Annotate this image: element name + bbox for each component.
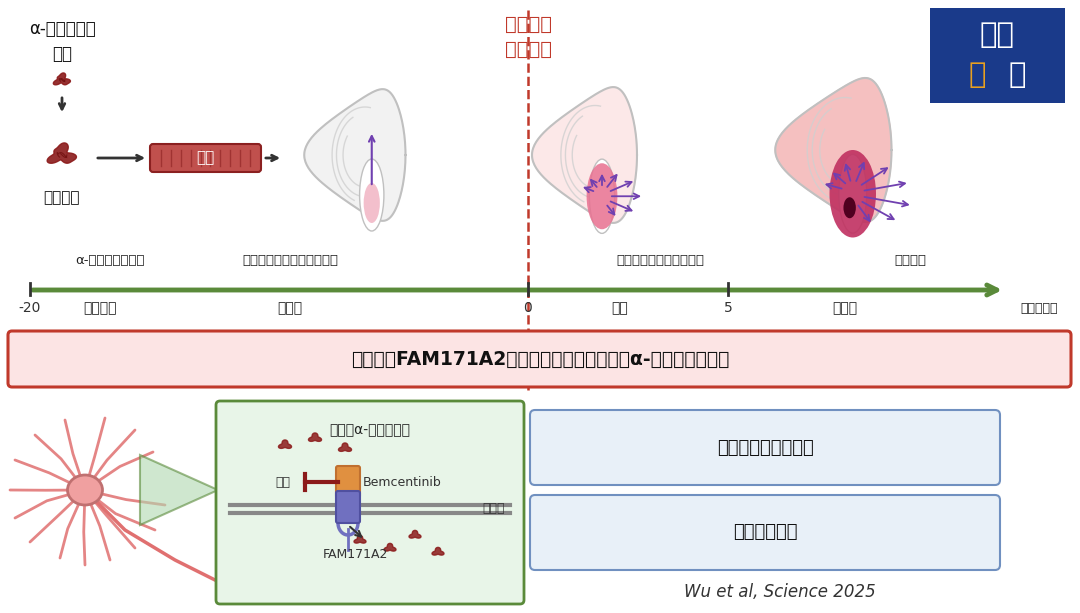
Text: 病理性α-突触核蛋白: 病理性α-突触核蛋白 — [329, 423, 410, 437]
Bar — [930, 8, 1065, 103]
Text: α-突触核蛋白
单体: α-突触核蛋白 单体 — [29, 20, 95, 63]
Polygon shape — [338, 443, 351, 451]
FancyBboxPatch shape — [530, 410, 1000, 485]
Polygon shape — [432, 547, 444, 555]
Polygon shape — [279, 440, 292, 448]
Text: 安装脑起摸器: 安装脑起摸器 — [732, 524, 797, 541]
Text: 开发靶向FAM171A2药物，抑制疾病全周期中α-突触核蛋白传播: 开发靶向FAM171A2药物，抑制疾病全周期中α-突触核蛋白传播 — [351, 349, 729, 368]
Polygon shape — [532, 87, 637, 223]
Polygon shape — [354, 535, 366, 543]
Text: α-突触核蛋白聚集: α-突触核蛋白聚集 — [75, 254, 145, 267]
Text: 错误折叠: 错误折叠 — [44, 191, 80, 205]
Text: 纤维: 纤维 — [195, 151, 214, 166]
Ellipse shape — [843, 197, 855, 218]
FancyBboxPatch shape — [150, 144, 261, 172]
Text: 抑制: 抑制 — [275, 476, 291, 489]
Text: 临床前期: 临床前期 — [83, 301, 117, 315]
Text: -20: -20 — [18, 301, 41, 315]
Text: 帕金森病
临床确评: 帕金森病 临床确评 — [504, 15, 552, 59]
Polygon shape — [384, 543, 396, 551]
Text: 新: 新 — [969, 61, 986, 89]
Text: 运动迟缓、震颧和肌强直: 运动迟缓、震颧和肌强直 — [616, 254, 704, 267]
Ellipse shape — [360, 159, 383, 231]
FancyBboxPatch shape — [336, 491, 360, 523]
FancyBboxPatch shape — [8, 331, 1071, 387]
Text: 0: 0 — [524, 301, 532, 315]
Ellipse shape — [829, 150, 876, 237]
Ellipse shape — [590, 159, 615, 234]
Text: 前驱期: 前驱期 — [278, 301, 302, 315]
Polygon shape — [48, 143, 77, 163]
Polygon shape — [140, 455, 218, 525]
Ellipse shape — [586, 163, 618, 229]
Polygon shape — [775, 78, 891, 222]
Ellipse shape — [839, 154, 867, 233]
Text: 嗅觉减退、便秘和睡眠障碍: 嗅觉减退、便秘和睡眠障碍 — [242, 254, 338, 267]
Ellipse shape — [364, 183, 380, 223]
Text: 央视: 央视 — [980, 21, 1015, 49]
Text: 细胞膜: 细胞膜 — [483, 503, 505, 516]
FancyBboxPatch shape — [530, 495, 1000, 570]
Text: Bemcentinib: Bemcentinib — [363, 476, 442, 489]
Text: 早期: 早期 — [611, 301, 629, 315]
Text: 5: 5 — [724, 301, 732, 315]
Polygon shape — [53, 73, 70, 85]
Text: Wu et al, Science 2025: Wu et al, Science 2025 — [684, 583, 876, 601]
Polygon shape — [309, 433, 322, 441]
Text: 进展期: 进展期 — [833, 301, 858, 315]
FancyBboxPatch shape — [336, 466, 360, 498]
Text: FAM171A2: FAM171A2 — [323, 549, 389, 562]
Text: 闻: 闻 — [1009, 61, 1026, 89]
Text: 病程（年）: 病程（年） — [1020, 302, 1057, 314]
FancyBboxPatch shape — [216, 401, 524, 604]
Text: 补充多巴胺药物治疗: 补充多巴胺药物治疗 — [717, 438, 813, 457]
Ellipse shape — [67, 475, 103, 505]
Text: 认知障碍: 认知障碍 — [894, 254, 926, 267]
Polygon shape — [305, 89, 405, 221]
Polygon shape — [409, 530, 421, 538]
